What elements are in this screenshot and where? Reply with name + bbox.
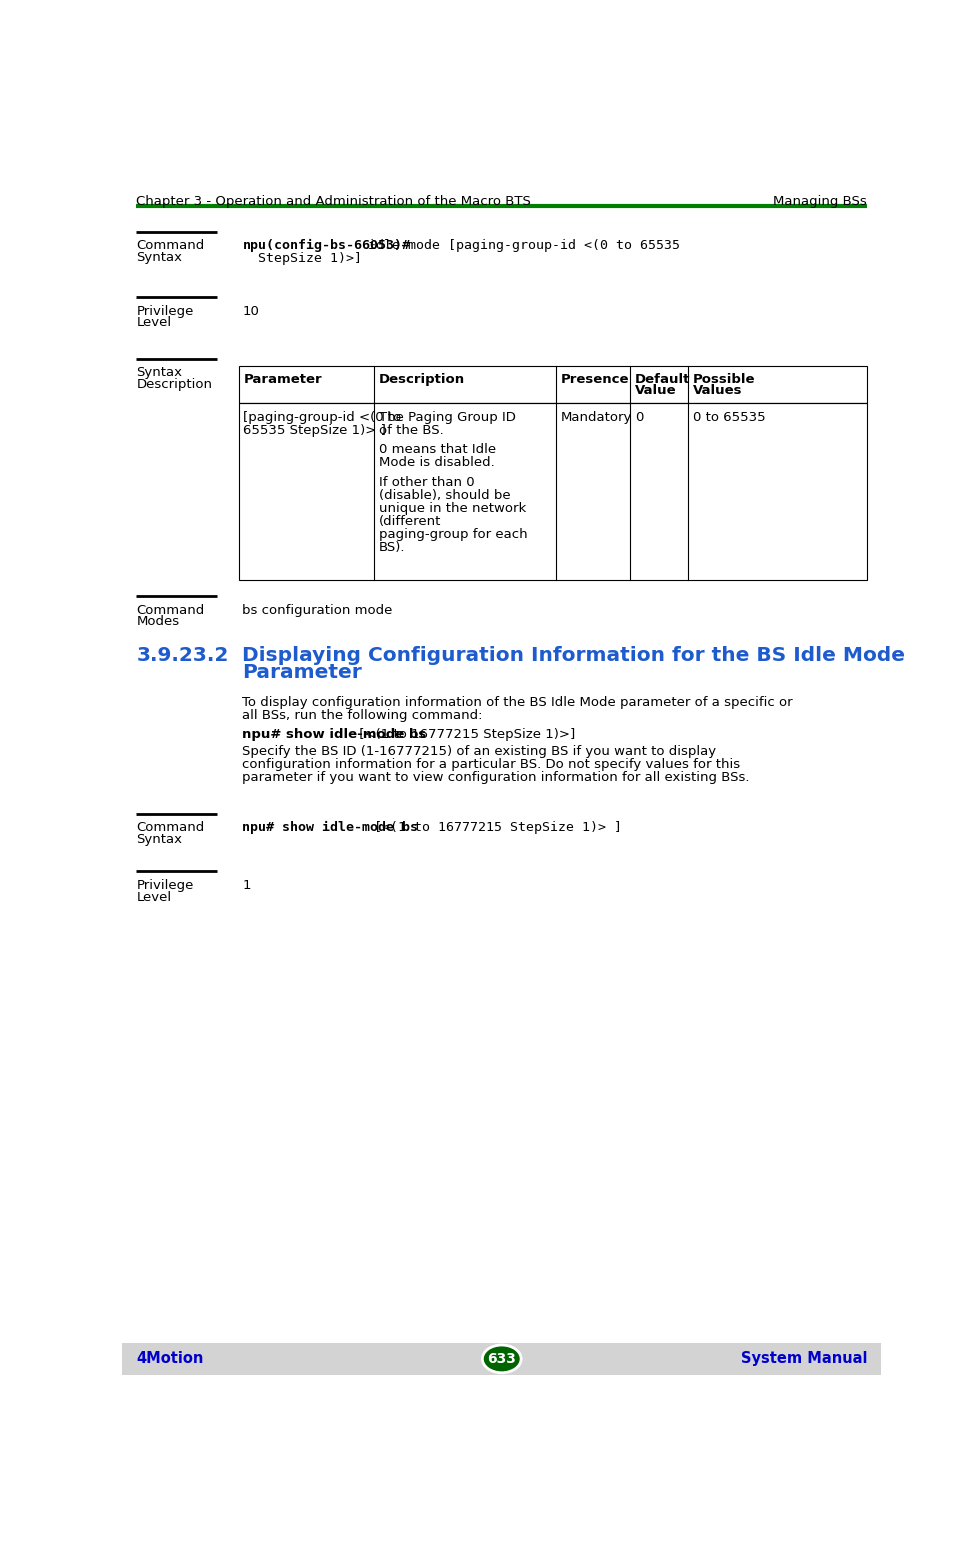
Text: unique in the network: unique in the network — [378, 502, 525, 514]
Text: [<(1 to 16777215 StepSize 1)> ]: [<(1 to 16777215 StepSize 1)> ] — [365, 822, 621, 834]
Text: Description: Description — [136, 379, 212, 391]
Text: Chapter 3 - Operation and Administration of the Macro BTS: Chapter 3 - Operation and Administration… — [136, 195, 531, 207]
Text: idle-mode [paging-group-id <(0 to 65535: idle-mode [paging-group-id <(0 to 65535 — [360, 239, 680, 252]
Text: 0 means that Idle: 0 means that Idle — [378, 443, 496, 456]
Text: 1: 1 — [243, 879, 250, 891]
Text: of the BS.: of the BS. — [378, 423, 443, 437]
Text: Modes: Modes — [136, 615, 179, 629]
Text: Value: Value — [634, 385, 676, 397]
Text: Level: Level — [136, 891, 171, 904]
Text: The Paging Group ID: The Paging Group ID — [378, 411, 515, 423]
FancyBboxPatch shape — [239, 403, 867, 581]
Text: Syntax: Syntax — [136, 833, 182, 847]
Text: BS).: BS). — [378, 541, 405, 555]
Text: Values: Values — [692, 385, 741, 397]
Text: Syntax: Syntax — [136, 250, 182, 264]
Text: (different: (different — [378, 514, 441, 528]
FancyBboxPatch shape — [239, 366, 867, 403]
Text: 3.9.23.2: 3.9.23.2 — [136, 646, 229, 664]
Text: If other than 0: If other than 0 — [378, 476, 474, 488]
Text: Privilege: Privilege — [136, 304, 194, 318]
Text: Parameter: Parameter — [243, 372, 322, 386]
Text: 10: 10 — [243, 304, 259, 318]
Text: npu# show idle-mode bs: npu# show idle-mode bs — [243, 822, 418, 834]
Text: Command: Command — [136, 239, 204, 252]
Text: System Manual: System Manual — [740, 1352, 867, 1366]
Text: 65535 StepSize 1)> ]: 65535 StepSize 1)> ] — [243, 423, 385, 437]
Text: Displaying Configuration Information for the BS Idle Mode: Displaying Configuration Information for… — [243, 646, 905, 664]
Text: Specify the BS ID (1-16777215) of an existing BS if you want to display: Specify the BS ID (1-16777215) of an exi… — [243, 745, 716, 759]
Text: npu(config-bs-66053)#: npu(config-bs-66053)# — [243, 239, 410, 252]
Text: Mode is disabled.: Mode is disabled. — [378, 456, 494, 470]
Text: bs configuration mode: bs configuration mode — [243, 604, 392, 616]
Text: Parameter: Parameter — [243, 663, 362, 681]
Text: Command: Command — [136, 604, 204, 616]
Text: Default: Default — [634, 372, 689, 386]
Text: paging-group for each: paging-group for each — [378, 528, 527, 541]
Text: configuration information for a particular BS. Do not specify values for this: configuration information for a particul… — [243, 759, 740, 771]
Text: npu# show idle-mode bs: npu# show idle-mode bs — [243, 728, 426, 742]
Text: Privilege: Privilege — [136, 879, 194, 891]
Text: StepSize 1)>]: StepSize 1)>] — [258, 252, 362, 266]
Text: Syntax: Syntax — [136, 366, 182, 380]
Text: Presence: Presence — [560, 372, 629, 386]
Text: Command: Command — [136, 822, 204, 834]
Text: [<(1 to 16777215 StepSize 1)>]: [<(1 to 16777215 StepSize 1)>] — [355, 728, 575, 742]
FancyBboxPatch shape — [122, 1343, 880, 1375]
Text: parameter if you want to view configuration information for all existing BSs.: parameter if you want to view configurat… — [243, 771, 749, 785]
Text: Level: Level — [136, 317, 171, 329]
Text: Description: Description — [378, 372, 465, 386]
Text: 0: 0 — [634, 411, 643, 423]
Text: all BSs, run the following command:: all BSs, run the following command: — [243, 709, 482, 722]
Text: 0 to 65535: 0 to 65535 — [692, 411, 765, 423]
Text: Possible: Possible — [692, 372, 754, 386]
Text: 633: 633 — [487, 1352, 515, 1366]
Text: 4Motion: 4Motion — [136, 1352, 203, 1366]
Text: To display configuration information of the BS Idle Mode parameter of a specific: To display configuration information of … — [243, 695, 792, 709]
Ellipse shape — [482, 1346, 520, 1374]
Text: Managing BSs: Managing BSs — [773, 195, 867, 207]
Text: [paging-group-id <(0 to: [paging-group-id <(0 to — [243, 411, 401, 423]
Text: (disable), should be: (disable), should be — [378, 488, 510, 502]
Text: Mandatory: Mandatory — [560, 411, 632, 423]
